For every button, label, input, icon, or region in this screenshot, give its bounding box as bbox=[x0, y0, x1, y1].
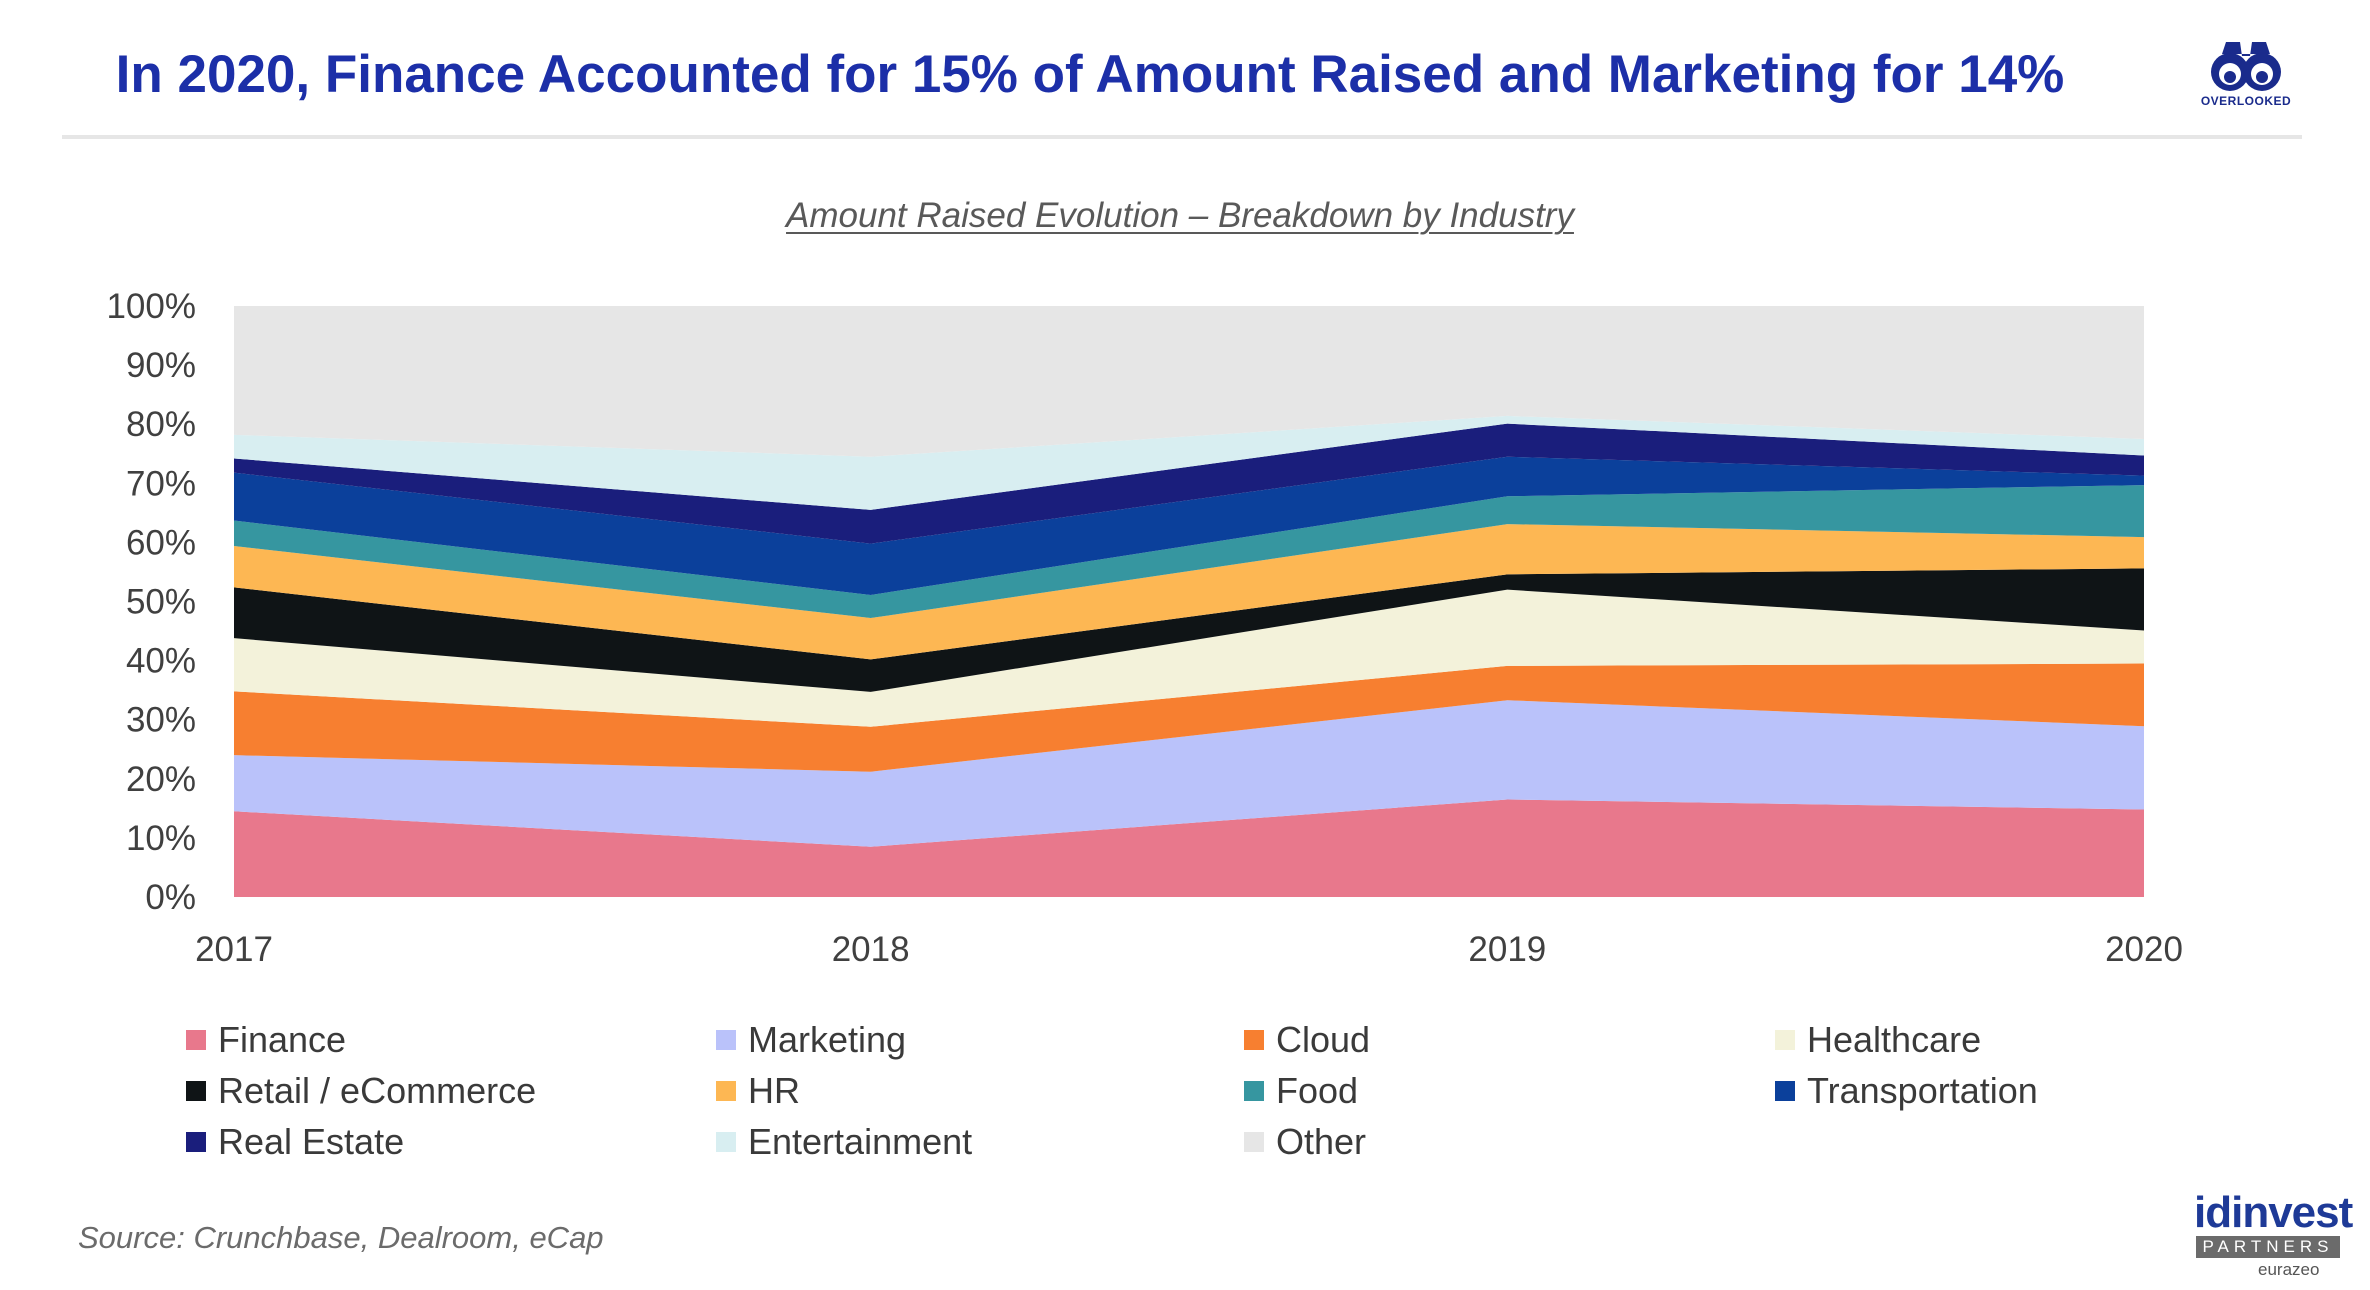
area-transportation bbox=[234, 456, 2144, 595]
legend-item-cloud: Cloud bbox=[1244, 1019, 1371, 1060]
y-tick-label: 80% bbox=[126, 405, 196, 444]
legend-swatch bbox=[186, 1081, 206, 1101]
legend-swatch bbox=[716, 1081, 736, 1101]
area-other bbox=[234, 306, 2144, 457]
area-real-estate bbox=[234, 423, 2144, 544]
y-tick-label: 70% bbox=[126, 464, 196, 503]
idinvest-logo-sub: PARTNERS bbox=[2196, 1236, 2340, 1258]
legend-label: Retail / eCommerce bbox=[218, 1070, 537, 1111]
overlooked-logo-text: OVERLOOKED bbox=[2200, 94, 2292, 108]
legend-label: Finance bbox=[218, 1019, 347, 1060]
stacked-area-chart: 0% 10% 20% 30% 40% 50% 60% 70% 80% 90% 100% 2017 201… bbox=[106, 287, 2183, 969]
legend-item-finance: Finance bbox=[186, 1019, 347, 1060]
y-tick-label: 100% bbox=[106, 287, 196, 326]
y-tick-label: 40% bbox=[126, 642, 196, 681]
idinvest-logo: idinvest PARTNERS eurazeo bbox=[2188, 1190, 2353, 1280]
legend-swatch bbox=[716, 1132, 736, 1152]
legend-label: Food bbox=[1276, 1070, 1359, 1111]
legend-item-real-estate: Real Estate bbox=[186, 1121, 405, 1162]
y-tick-label: 10% bbox=[126, 819, 196, 858]
legend-label: Transportation bbox=[1807, 1070, 2038, 1111]
y-tick-label: 60% bbox=[126, 523, 196, 562]
source-note: Source: Crunchbase, Dealroom, eCap bbox=[78, 1220, 604, 1255]
binoculars-icon bbox=[2211, 42, 2281, 91]
area-retail-ecommerce bbox=[234, 568, 2144, 692]
legend-item-retail-ecommerce: Retail / eCommerce bbox=[186, 1070, 537, 1111]
legend-swatch bbox=[1775, 1030, 1795, 1050]
area-finance bbox=[234, 799, 2144, 897]
legend-item-transportation: Transportation bbox=[1775, 1070, 2038, 1111]
legend-swatch bbox=[186, 1030, 206, 1050]
y-tick-label: 50% bbox=[126, 583, 196, 622]
legend-swatch bbox=[1244, 1030, 1264, 1050]
legend-label: Other bbox=[1276, 1121, 1367, 1162]
area-marketing bbox=[234, 700, 2144, 847]
y-tick-label: 30% bbox=[126, 701, 196, 740]
x-tick-label: 2019 bbox=[1468, 930, 1546, 969]
area-food bbox=[234, 485, 2144, 619]
legend-item-food: Food bbox=[1244, 1070, 1359, 1111]
legend-swatch bbox=[1244, 1081, 1264, 1101]
legend-label: Cloud bbox=[1276, 1019, 1371, 1060]
legend-label: Marketing bbox=[748, 1019, 907, 1060]
legend-swatch bbox=[186, 1132, 206, 1152]
area-healthcare bbox=[234, 589, 2144, 727]
legend-item-marketing: Marketing bbox=[716, 1019, 907, 1060]
x-tick-label: 2018 bbox=[832, 930, 910, 969]
y-tick-label: 90% bbox=[126, 346, 196, 385]
title-divider bbox=[62, 135, 2302, 139]
page-title: In 2020, Finance Accounted for 15% of Am… bbox=[115, 45, 2065, 104]
legend-label: HR bbox=[748, 1070, 800, 1111]
area-cloud bbox=[234, 663, 2144, 772]
chart-title: Amount Raised Evolution – Breakdown by I… bbox=[786, 196, 1574, 235]
legend-swatch bbox=[1775, 1081, 1795, 1101]
chart-legend: Finance Marketing Cloud Healthcare Retail / … bbox=[186, 1019, 2286, 1180]
x-tick-label: 2020 bbox=[2105, 930, 2183, 969]
legend-item-other: Other bbox=[1244, 1121, 1367, 1162]
legend-item-hr: HR bbox=[716, 1070, 800, 1111]
legend-label: Real Estate bbox=[218, 1121, 405, 1162]
area-hr bbox=[234, 524, 2144, 660]
legend-label: Entertainment bbox=[748, 1121, 973, 1162]
y-tick-label: 0% bbox=[145, 878, 196, 917]
legend-swatch bbox=[716, 1030, 736, 1050]
overlooked-logo: OVERLOOKED bbox=[2196, 36, 2296, 116]
legend-item-healthcare: Healthcare bbox=[1775, 1019, 1982, 1060]
y-tick-label: 20% bbox=[126, 760, 196, 799]
x-tick-label: 2017 bbox=[195, 930, 273, 969]
legend-item-entertainment: Entertainment bbox=[716, 1121, 973, 1162]
eurazeo-tag: eurazeo bbox=[2258, 1260, 2320, 1279]
legend-swatch bbox=[1244, 1132, 1264, 1152]
area-entertainment bbox=[234, 415, 2144, 510]
legend-label: Healthcare bbox=[1807, 1019, 1982, 1060]
idinvest-logo-name: idinvest bbox=[2194, 1188, 2353, 1237]
